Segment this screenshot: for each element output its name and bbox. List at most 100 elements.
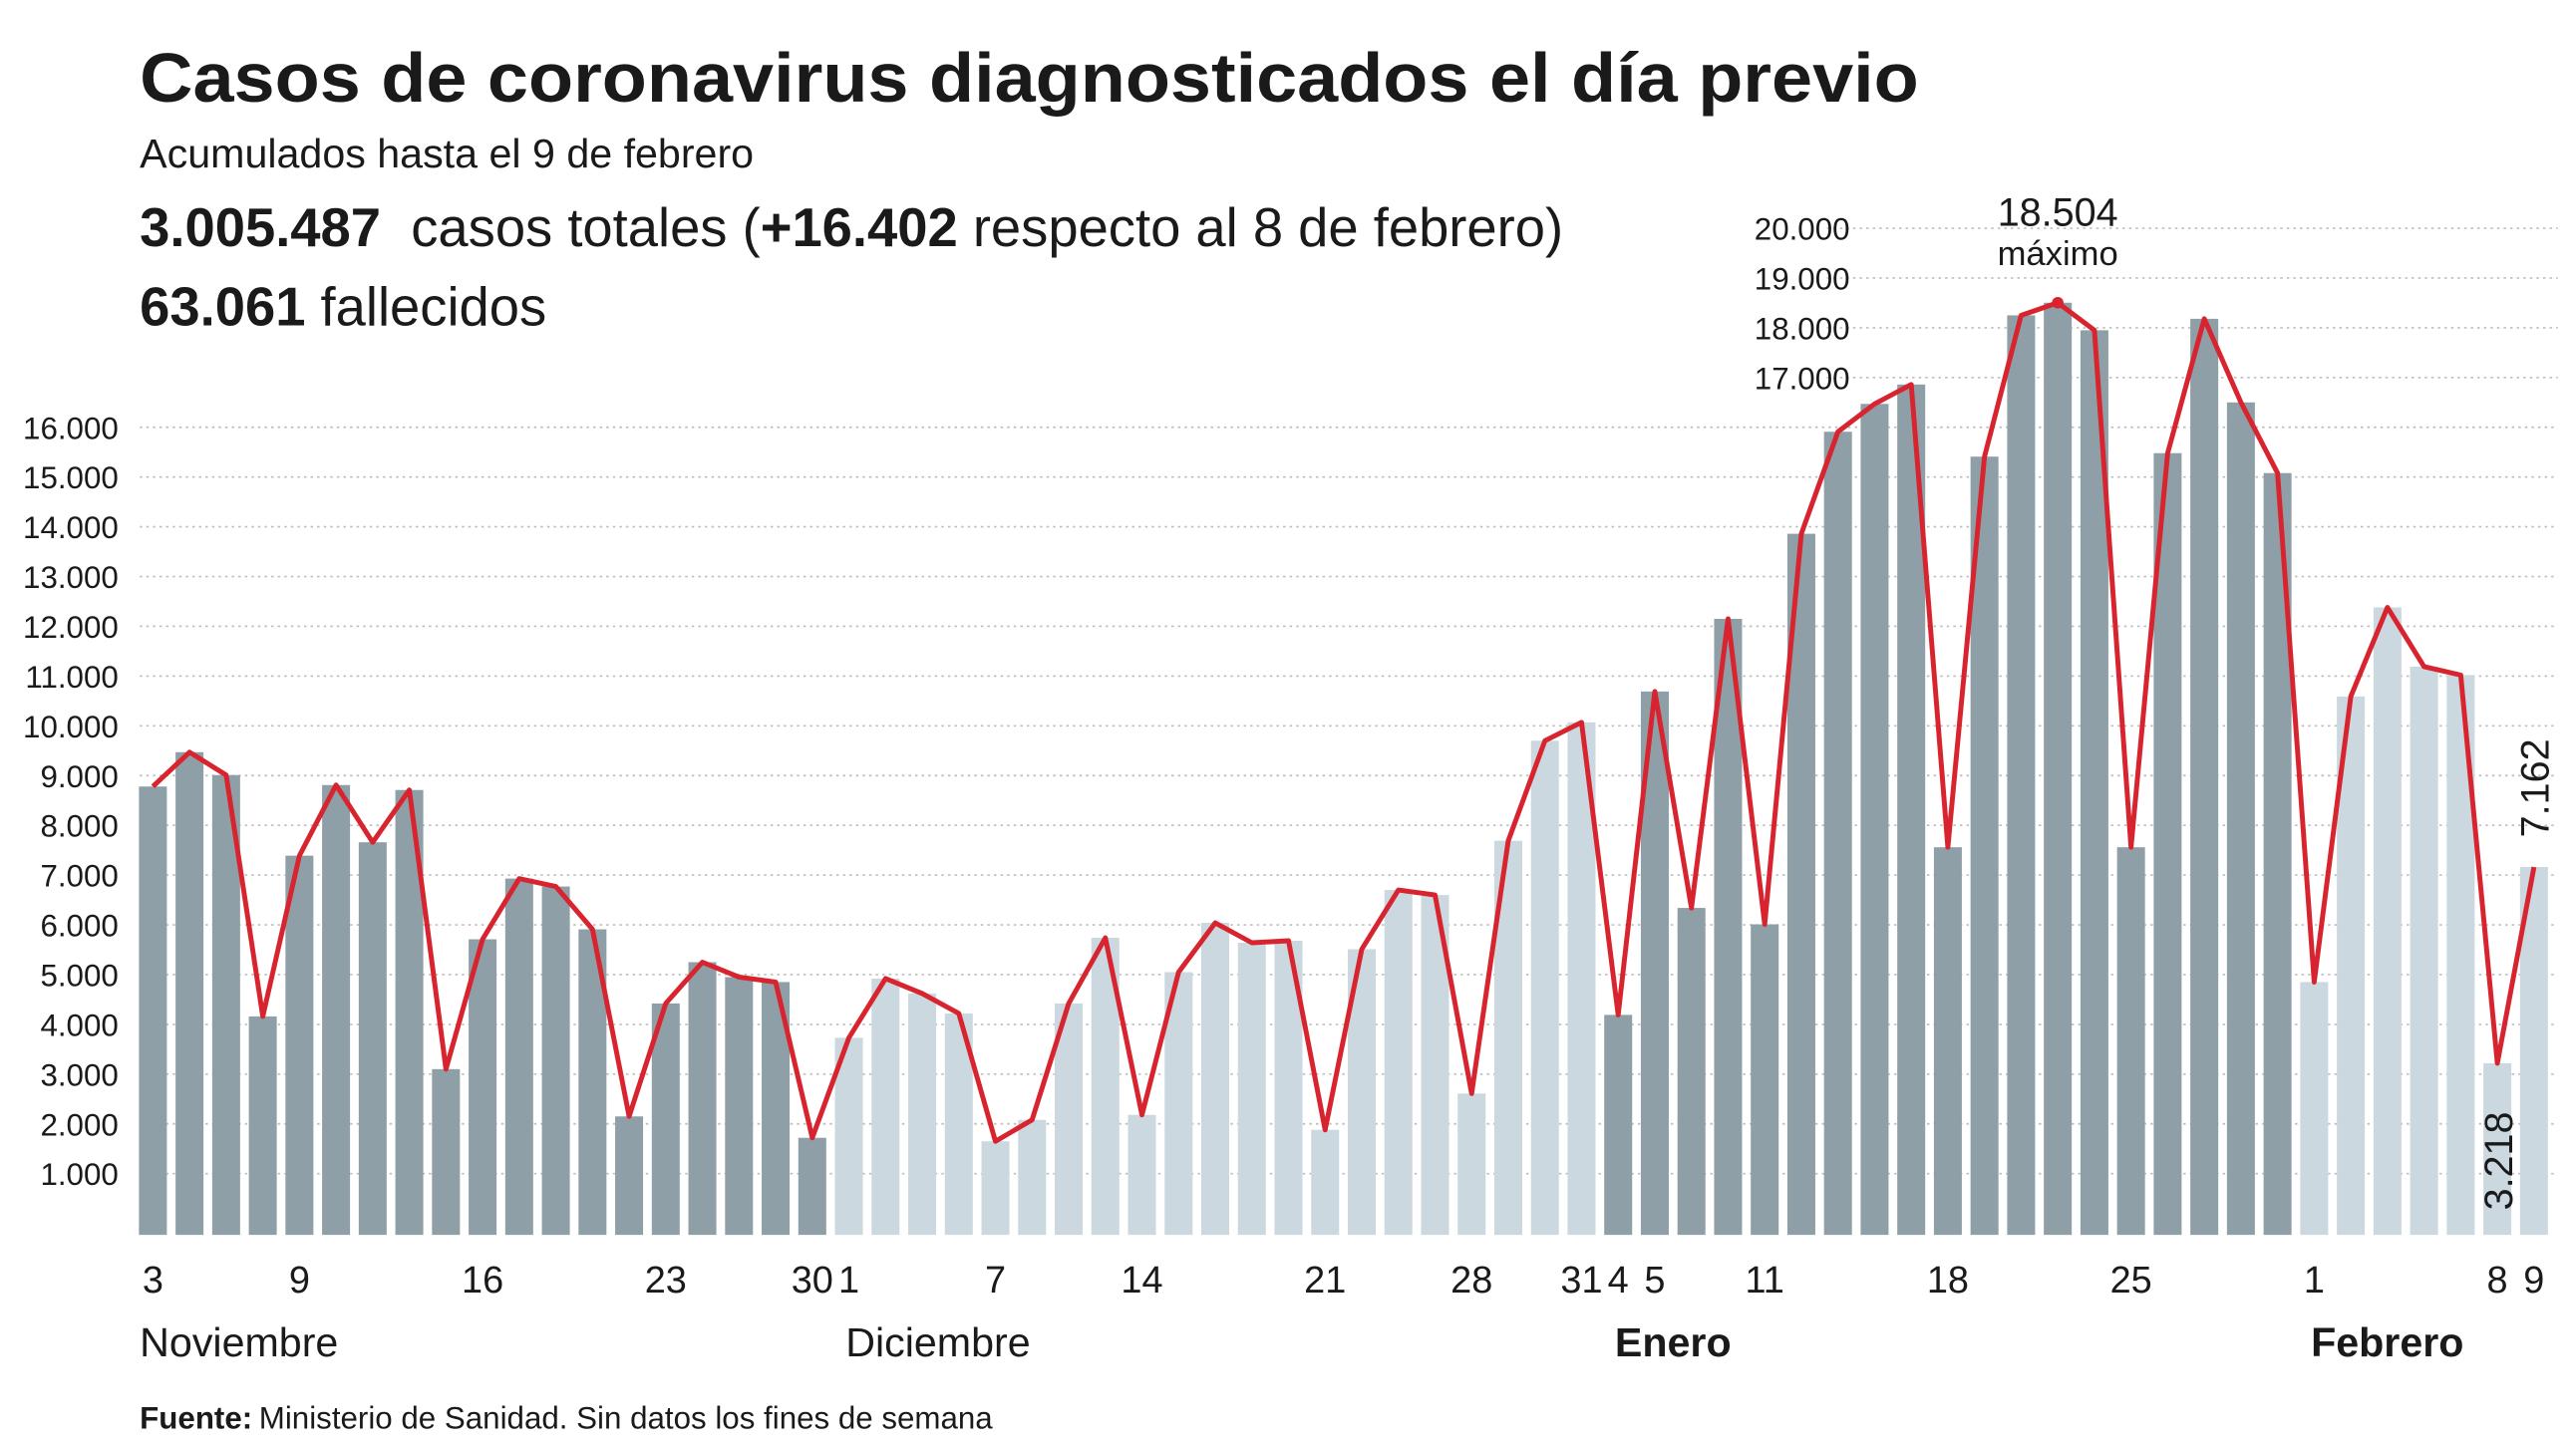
chart-title: Casos de coronavirus diagnosticados el d… — [140, 39, 1919, 117]
x-tick-label: 16 — [462, 1260, 503, 1302]
bar — [1018, 1119, 1047, 1236]
bar — [2007, 315, 2036, 1236]
summary-segment: 63.061 — [140, 276, 305, 337]
bar — [248, 1015, 277, 1236]
summary: 3.005.487 casos totales (+16.402 respect… — [140, 197, 1563, 337]
y-tick-label: 8.000 — [40, 809, 118, 844]
subtitle: Acumulados hasta el 9 de febrero — [140, 131, 754, 176]
y-tick-label: 1.000 — [40, 1157, 118, 1192]
summary-segment: 3.005.487 — [140, 197, 381, 258]
source-label: Fuente: — [140, 1401, 252, 1436]
x-tick-label: 1 — [2304, 1260, 2325, 1302]
bar — [908, 993, 937, 1236]
y-tick-label: 14.000 — [23, 510, 119, 545]
bar — [1860, 404, 1889, 1236]
x-tick-label: 9 — [289, 1260, 310, 1302]
bar — [2373, 607, 2402, 1236]
y-tick-label: 2.000 — [40, 1107, 118, 1142]
x-tick-label: 8 — [2487, 1260, 2508, 1302]
bar — [615, 1116, 644, 1236]
bar — [1933, 847, 1962, 1236]
bar — [871, 978, 900, 1236]
bar — [2483, 1062, 2512, 1236]
y-tick-label: 17.000 — [1755, 361, 1850, 396]
bar — [2410, 666, 2438, 1236]
bar — [139, 786, 167, 1236]
bar — [1530, 740, 1559, 1236]
bar — [1200, 923, 1230, 1236]
bar — [1604, 1015, 1633, 1236]
value-label: 18.504 — [1998, 190, 2118, 234]
y-tick-label: 20.000 — [1755, 212, 1850, 247]
bar — [1127, 1114, 1156, 1236]
y-tick-label: 6.000 — [40, 909, 118, 944]
month-label: Noviembre — [140, 1319, 338, 1365]
x-tick-label: 21 — [1304, 1260, 1346, 1302]
x-tick-label: 3 — [143, 1260, 163, 1302]
bar — [285, 855, 314, 1236]
y-tick-label: 12.000 — [23, 610, 119, 645]
x-tick-label: 7 — [985, 1260, 1006, 1302]
x-tick-label: 31 — [1560, 1260, 1602, 1302]
y-tick-label: 3.000 — [40, 1057, 118, 1092]
x-tick-label: 28 — [1450, 1260, 1492, 1302]
x-tick-label: 14 — [1121, 1260, 1162, 1302]
max-annotation: máximo — [1998, 235, 2118, 273]
max-dot — [2052, 296, 2064, 309]
summary-line: 3.005.487 casos totales (+16.402 respect… — [140, 197, 1563, 258]
bar — [1055, 1003, 1084, 1236]
bar — [1714, 618, 1743, 1236]
plot: 1.000 2.000 3.000 4.000 5.000 6.000 7.000 8.000… — [23, 190, 2558, 1365]
bar — [1384, 890, 1413, 1236]
bar — [725, 977, 754, 1236]
bar — [469, 939, 497, 1236]
summary-segment: casos totales ( — [381, 197, 761, 258]
bar — [1970, 456, 1999, 1236]
y-tick-label: 19.000 — [1755, 262, 1850, 297]
x-tick-label: 11 — [1746, 1260, 1784, 1302]
y-tick-label: 16.000 — [23, 411, 119, 445]
bar — [1457, 1093, 1486, 1236]
bar — [432, 1068, 461, 1236]
bar — [541, 886, 570, 1236]
x-tick-label: 18 — [1927, 1260, 1969, 1302]
bar — [1677, 908, 1706, 1236]
bar — [2190, 318, 2219, 1236]
summary-segment: +16.402 — [761, 197, 958, 258]
x-tick-label: 4 — [1608, 1260, 1629, 1302]
y-tick-label: 7.000 — [40, 859, 118, 894]
source-note: Fuente: Ministerio de Sanidad. Sin datos … — [140, 1401, 993, 1436]
summary-segment: fallecidos — [305, 276, 546, 337]
bar — [2153, 452, 2182, 1236]
line — [151, 300, 2537, 1144]
y-tick-label: 15.000 — [23, 460, 119, 495]
x-tick-label: 25 — [2110, 1260, 2152, 1302]
bar — [504, 878, 533, 1236]
y-tick-label: 18.000 — [1755, 311, 1850, 346]
value-label: 3.218 — [2477, 1111, 2521, 1210]
bar — [834, 1037, 863, 1236]
y-tick-label: 13.000 — [23, 560, 119, 595]
x-tick-label: 9 — [2523, 1260, 2544, 1302]
summary-segment: respecto al 8 de febrero) — [958, 197, 1563, 258]
bar — [1237, 943, 1266, 1236]
y-tick-label: 11.000 — [25, 660, 118, 695]
bar — [688, 962, 717, 1236]
bar — [2300, 982, 2329, 1236]
x-tick-label: 23 — [645, 1260, 687, 1302]
bar — [2116, 847, 2145, 1236]
month-label: Enero — [1615, 1319, 1732, 1365]
y-tick-label: 9.000 — [40, 759, 118, 794]
summary-line: 63.061 fallecidos — [140, 276, 546, 337]
bar — [1751, 924, 1779, 1236]
bar — [322, 784, 351, 1236]
y-tick-label: 4.000 — [40, 1008, 118, 1042]
source-text: Ministerio de Sanidad. Sin datos los fin… — [259, 1401, 993, 1436]
x-tick-label: 1 — [838, 1260, 859, 1302]
value-label: 7.162 — [2514, 738, 2558, 837]
bar — [2044, 302, 2073, 1236]
bar — [2226, 402, 2255, 1236]
x-tick-label: 5 — [1644, 1260, 1665, 1302]
month-label: Diciembre — [845, 1319, 1030, 1365]
